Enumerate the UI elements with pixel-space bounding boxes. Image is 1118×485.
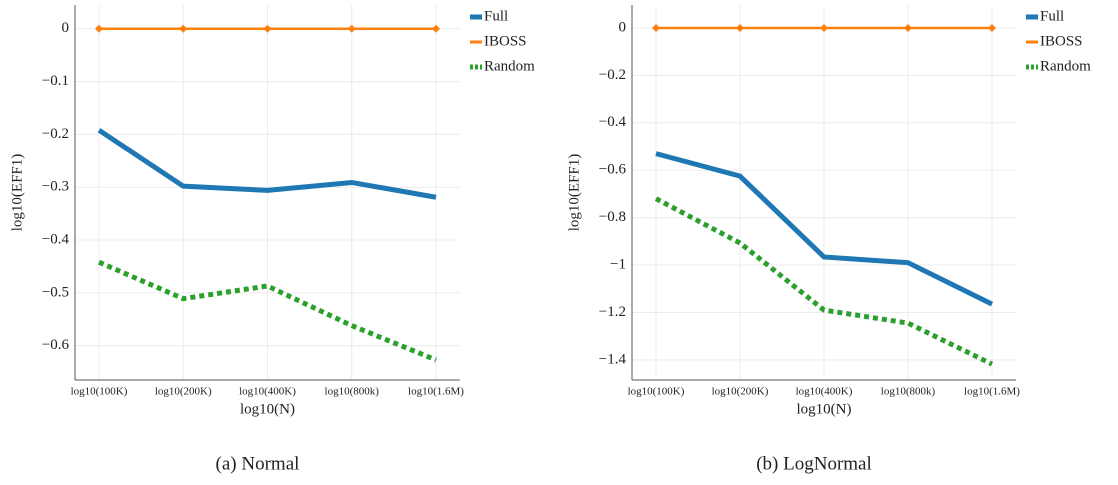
x-tick-label: log10(800k): [325, 386, 380, 398]
y-tick-label: −0.3: [42, 179, 69, 195]
y-tick-label: −0.4: [599, 114, 627, 130]
marker: [179, 25, 187, 33]
x-tick-label: log10(100K): [71, 386, 128, 398]
marker: [432, 25, 440, 33]
marker: [348, 25, 356, 33]
x-tick-label: log10(200K): [155, 386, 212, 398]
legend-label: Full: [1040, 8, 1064, 24]
x-tick-label: log10(400K): [239, 386, 296, 398]
legend-label: IBOSS: [1040, 33, 1083, 49]
figure: 0 −0.1 −0.2 −0.3 −0.4 −0.5 −0.6 log10(100K) log1…: [0, 0, 1118, 485]
marker: [988, 24, 996, 32]
y-tick-label: −0.5: [42, 284, 69, 300]
marker: [264, 25, 272, 33]
marker: [904, 24, 912, 32]
x-tick-label: log10(1.6M): [964, 386, 1020, 398]
y-tick-label: −0.2: [42, 126, 69, 142]
x-tick-label: log10(400K): [796, 386, 853, 398]
x-tick-label: log10(800k): [881, 386, 936, 398]
y-tick-label: −0.8: [599, 209, 626, 225]
legend-label: Random: [1040, 58, 1091, 74]
marker: [736, 24, 744, 32]
y-tick-label: −0.1: [42, 73, 69, 89]
y-axis-label: log10(EFF1): [566, 154, 582, 232]
marker: [652, 24, 660, 32]
y-tick-label: −1.2: [599, 304, 626, 320]
y-tick-label: −0.6: [599, 162, 627, 178]
y-tick-label: −0.4: [42, 231, 70, 247]
x-axis-label: log10(N): [240, 401, 295, 417]
x-tick-label: log10(200K): [712, 386, 769, 398]
y-axis-label: log10(EFF1): [9, 154, 25, 232]
y-tick-label: −1.4: [599, 351, 627, 367]
caption: (b) LogNormal: [756, 453, 872, 474]
x-tick-label: log10(100K): [628, 386, 685, 398]
y-tick-label: 0: [619, 19, 627, 35]
y-tick-label: −1: [610, 256, 626, 272]
y-tick-label: −0.2: [599, 67, 626, 83]
legend-label: Random: [484, 58, 535, 74]
caption: (a) Normal: [216, 453, 300, 474]
x-tick-label: log10(1.6M): [408, 386, 464, 398]
y-tick-label: 0: [62, 20, 70, 36]
marker: [95, 25, 103, 33]
x-axis-label: log10(N): [797, 401, 852, 417]
legend-label: Full: [484, 8, 508, 24]
legend-label: IBOSS: [484, 33, 527, 49]
marker: [820, 24, 828, 32]
y-tick-label: −0.6: [42, 337, 70, 353]
